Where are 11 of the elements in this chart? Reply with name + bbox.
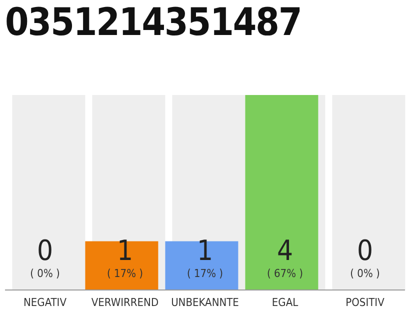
data-label: 0 ( 0% ) xyxy=(350,234,380,280)
x-tick-label: EGAL xyxy=(272,296,299,309)
chart-title: 0351214351487 xyxy=(5,0,302,44)
data-label: 4 ( 67% ) xyxy=(266,234,304,280)
x-tick-label: VERWIRREND xyxy=(91,296,159,309)
data-label: 1 ( 17% ) xyxy=(106,234,144,280)
data-label: 0 ( 0% ) xyxy=(30,234,60,280)
x-tick-label: UNBEKANNTE xyxy=(171,296,239,309)
x-tick-label: POSITIV xyxy=(346,296,385,309)
data-label: 1 ( 17% ) xyxy=(186,234,224,280)
x-tick-label: NEGATIV xyxy=(24,296,67,309)
